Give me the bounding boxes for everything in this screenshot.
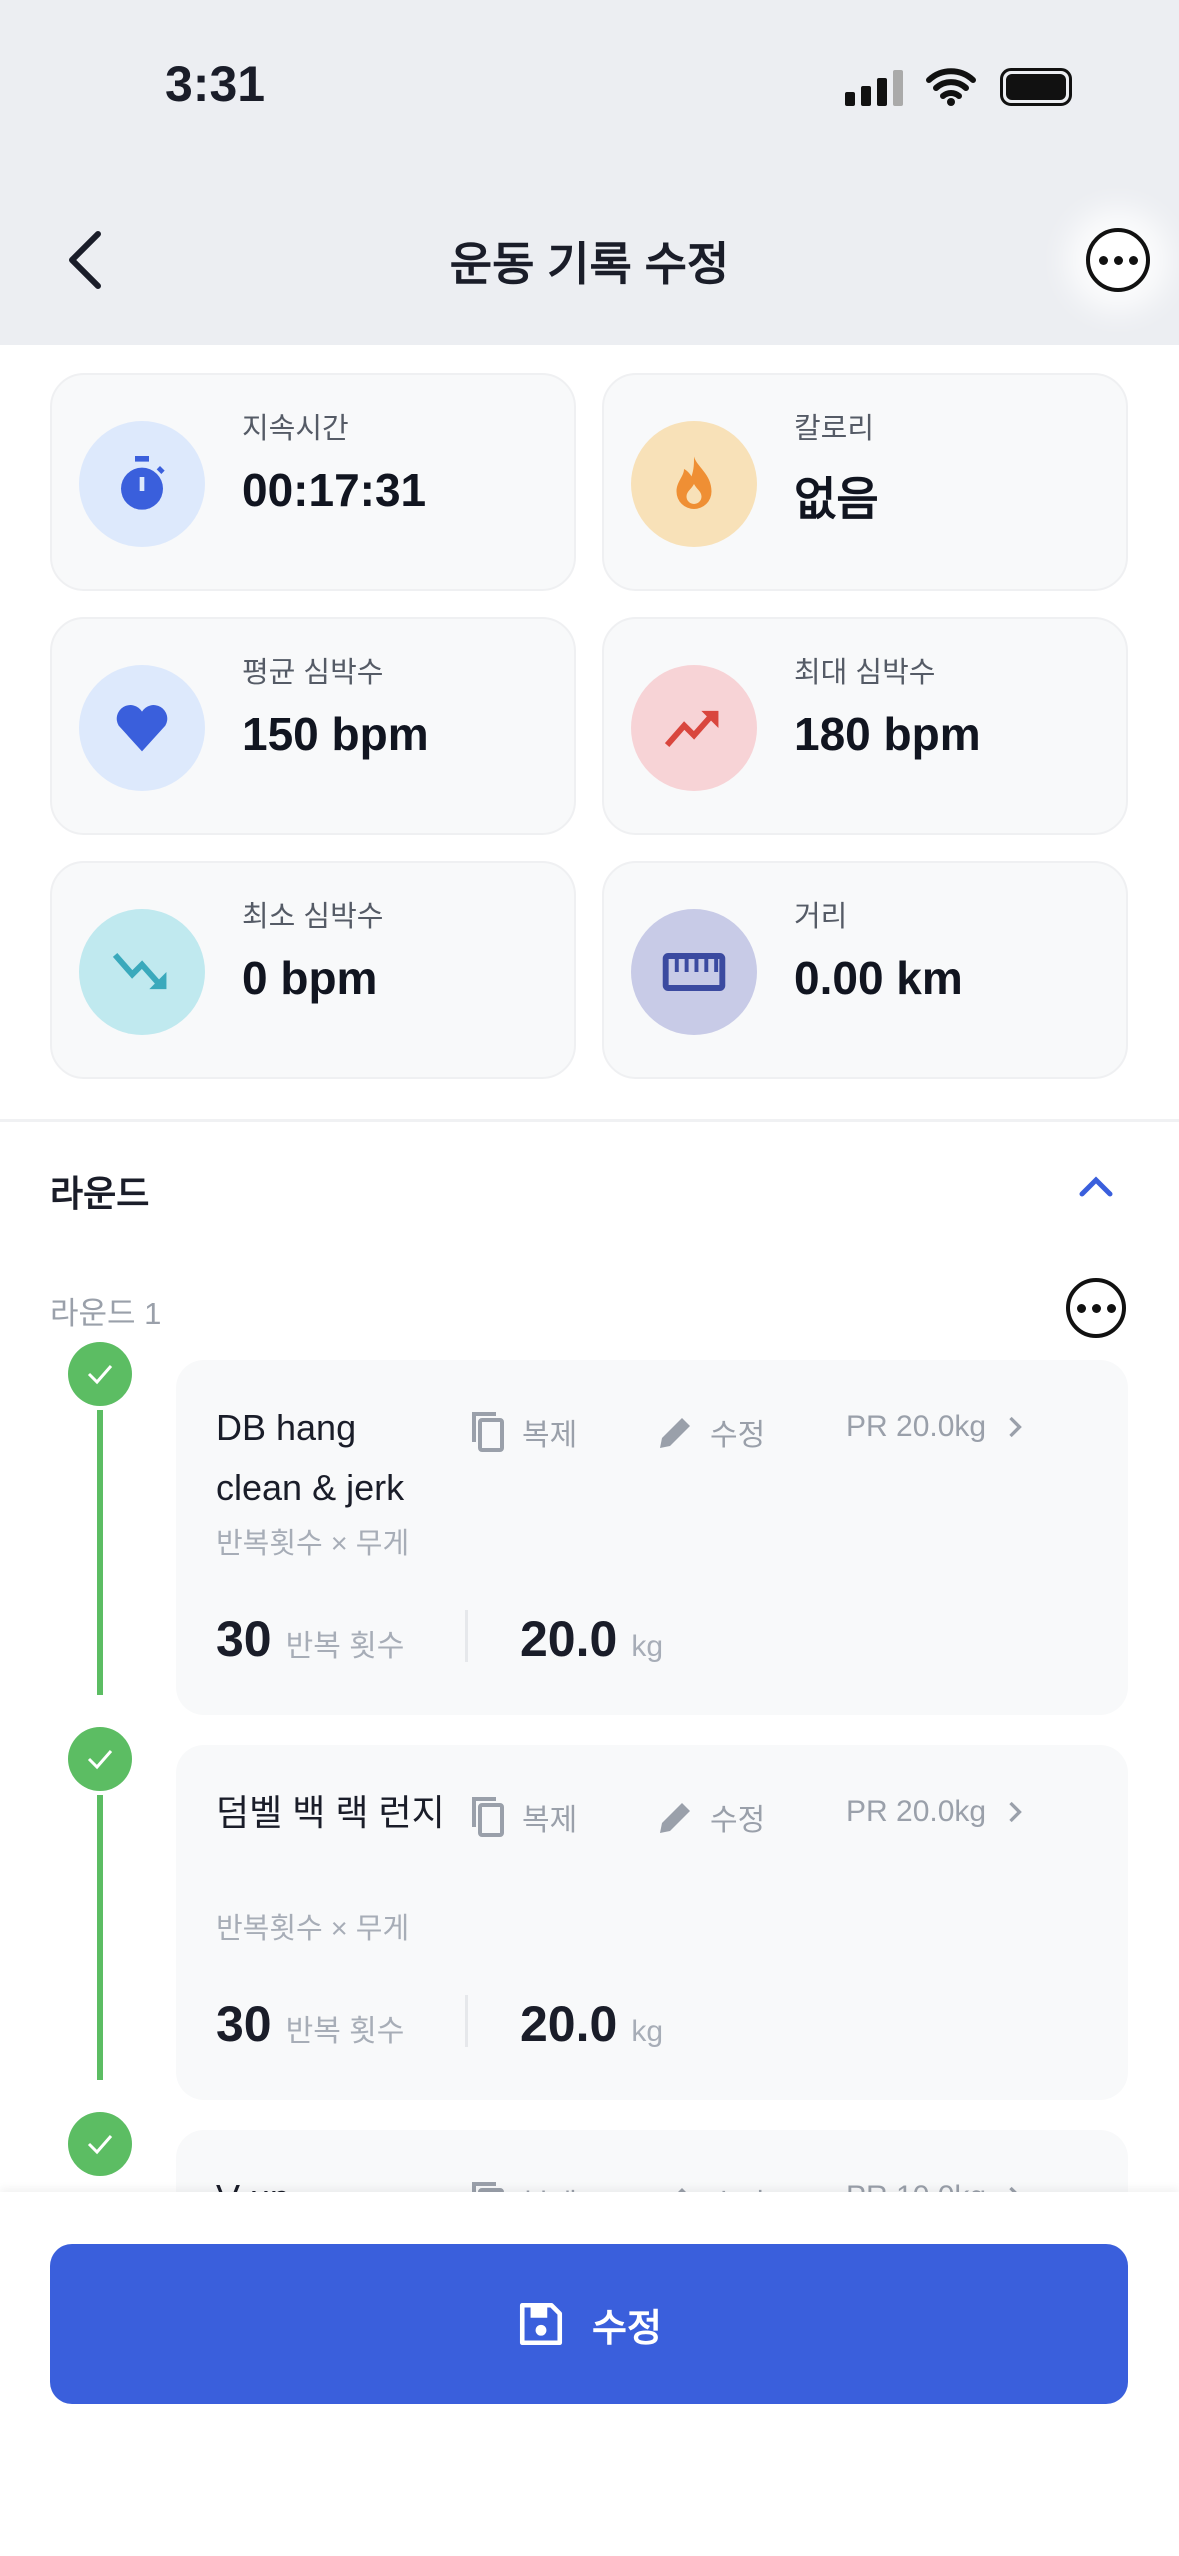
reps-unit: 반복 횟수 xyxy=(285,2015,405,2048)
stat-card: 칼로리 없음 xyxy=(602,373,1128,591)
page-title: 운동 기록 수정 xyxy=(449,238,730,290)
round-label: 라운드 1 xyxy=(50,1296,162,1331)
stopwatch-icon xyxy=(79,421,205,547)
stat-value: 없음 xyxy=(794,473,879,525)
stat-card: 거리 0.00 km xyxy=(602,861,1128,1079)
more-options-button[interactable] xyxy=(1086,228,1150,292)
copy-icon xyxy=(472,1412,504,1452)
reps-field[interactable]: 30 반복 횟수 xyxy=(216,1610,404,1668)
copy-icon xyxy=(472,1797,504,1837)
reps-value: 30 xyxy=(216,1996,272,2052)
copy-label: 복제 xyxy=(522,1804,578,1837)
separator xyxy=(465,1610,468,1662)
reps-unit: 반복 횟수 xyxy=(285,1630,405,1663)
exercise-name: 덤벨 백 랙 런지 xyxy=(216,1792,445,1833)
signal-icon xyxy=(845,70,903,106)
save-icon xyxy=(519,2302,563,2346)
header xyxy=(0,0,1179,345)
reps-value: 30 xyxy=(216,1611,272,1667)
stat-value: 00:17:31 xyxy=(242,464,427,516)
weight-field[interactable]: 20.0 kg xyxy=(520,1610,663,1668)
pr-label: PR 20.0kg xyxy=(846,1410,987,1443)
edit-button[interactable]: 수정 xyxy=(656,1795,765,1839)
heart-icon xyxy=(79,665,205,791)
stat-card: 평균 심박수 150 bpm xyxy=(50,617,576,835)
copy-button[interactable]: 복제 xyxy=(468,1795,577,1839)
chevron-up-icon[interactable] xyxy=(1076,1172,1116,1200)
chevron-right-icon xyxy=(1009,1801,1022,1823)
weight-unit: kg xyxy=(631,2015,664,2048)
pr-button[interactable]: PR 20.0kg xyxy=(846,1410,1030,1444)
pencil-icon xyxy=(660,1418,690,1448)
exercise-subtitle: 반복횟수 × 무게 xyxy=(216,1913,410,1945)
edit-button[interactable]: 수정 xyxy=(656,1410,765,1454)
stat-label: 최대 심박수 xyxy=(794,657,936,689)
weight-unit: kg xyxy=(631,1630,664,1663)
pr-button[interactable]: PR 20.0kg xyxy=(846,1795,1030,1829)
complete-check-icon[interactable] xyxy=(68,1342,132,1406)
edit-label: 수정 xyxy=(710,1804,766,1837)
stat-value: 180 bpm xyxy=(794,708,981,760)
stat-card: 최소 심박수 0 bpm xyxy=(50,861,576,1079)
rounds-title: 라운드 xyxy=(50,1173,150,1214)
trending-up-icon xyxy=(631,665,757,791)
save-button[interactable]: 수정 xyxy=(50,2244,1128,2404)
divider xyxy=(0,1119,1179,1122)
weight-field[interactable]: 20.0 kg xyxy=(520,1995,663,2053)
battery-icon xyxy=(1000,68,1072,106)
stat-card: 지속시간 00:17:31 xyxy=(50,373,576,591)
weight-value: 20.0 xyxy=(520,1996,618,2052)
weight-value: 20.0 xyxy=(520,1611,618,1667)
stat-value: 0 bpm xyxy=(242,952,378,1004)
trending-down-icon xyxy=(79,909,205,1035)
save-label: 수정 xyxy=(592,2307,662,2350)
timeline-line xyxy=(97,1410,103,1695)
stat-label: 거리 xyxy=(794,901,848,933)
separator xyxy=(465,1995,468,2047)
wifi-icon xyxy=(926,68,976,106)
exercise-card[interactable]: 덤벨 백 랙 런지 복제 수정 PR 20.0kg 반복횟수 × 무게 30 반복 … xyxy=(176,1745,1128,2100)
ruler-icon xyxy=(631,909,757,1035)
stat-label: 평균 심박수 xyxy=(242,657,384,689)
reps-field[interactable]: 30 반복 횟수 xyxy=(216,1995,404,2053)
back-button[interactable] xyxy=(60,228,110,292)
stat-value: 150 bpm xyxy=(242,708,429,760)
timeline-line xyxy=(97,1795,103,2080)
pr-label: PR 20.0kg xyxy=(846,1795,987,1828)
chevron-right-icon xyxy=(1009,1416,1022,1438)
stat-card: 최대 심박수 180 bpm xyxy=(602,617,1128,835)
status-time: 3:31 xyxy=(165,56,266,112)
complete-check-icon[interactable] xyxy=(68,1727,132,1791)
stat-label: 지속시간 xyxy=(242,413,349,445)
pencil-icon xyxy=(660,1803,690,1833)
copy-button[interactable]: 복제 xyxy=(468,1410,577,1454)
round-more-button[interactable] xyxy=(1066,1278,1126,1338)
exercise-name: DB hang clean & jerk xyxy=(216,1407,405,1508)
stat-label: 최소 심박수 xyxy=(242,901,384,933)
flame-icon xyxy=(631,421,757,547)
exercise-card[interactable]: DB hang clean & jerk 복제 수정 PR 20.0kg 반복횟수… xyxy=(176,1360,1128,1715)
complete-check-icon[interactable] xyxy=(68,2112,132,2176)
exercise-subtitle: 반복횟수 × 무게 xyxy=(216,1528,410,1560)
stat-label: 칼로리 xyxy=(794,413,875,445)
stat-value: 0.00 km xyxy=(794,952,963,1004)
copy-label: 복제 xyxy=(522,1419,578,1452)
edit-label: 수정 xyxy=(710,1419,766,1452)
